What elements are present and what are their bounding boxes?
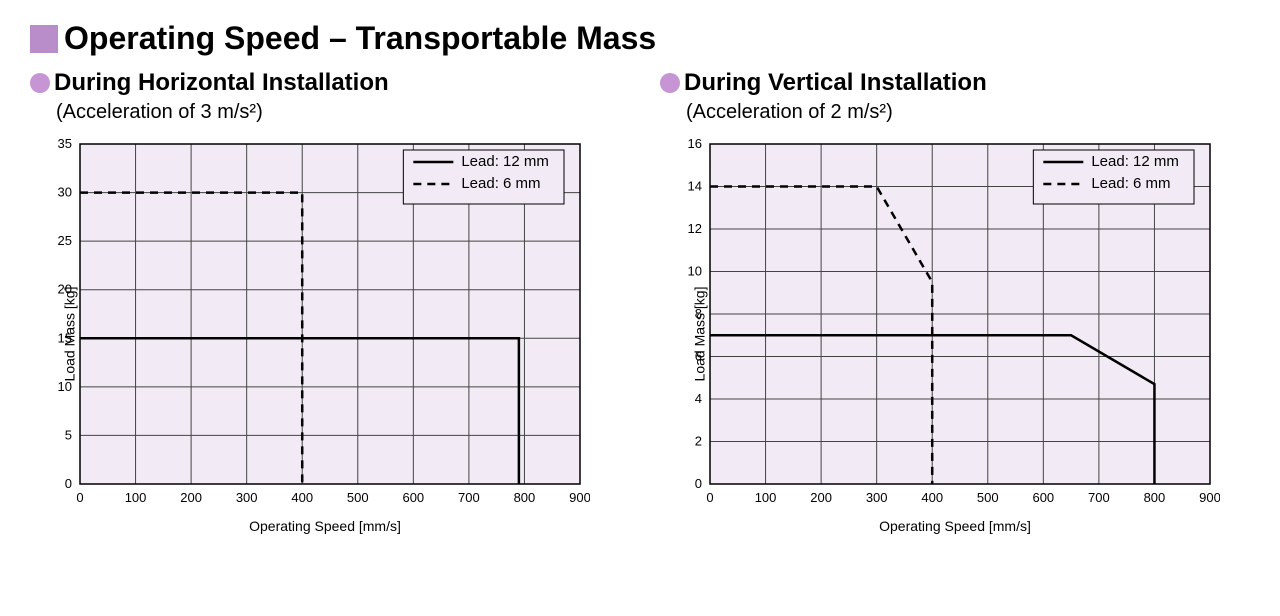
chart1-subtitle: During Horizontal Installation (54, 69, 389, 97)
svg-text:0: 0 (65, 476, 72, 491)
chart-vertical: During Vertical Installation (Accelerati… (660, 69, 1250, 534)
chart2-subnote: (Acceleration of 2 m/s²) (686, 101, 1250, 124)
svg-text:25: 25 (58, 233, 72, 248)
circle-bullet-icon (660, 73, 680, 93)
svg-text:400: 400 (291, 490, 313, 505)
svg-text:400: 400 (921, 490, 943, 505)
square-bullet-icon (30, 25, 58, 53)
svg-text:500: 500 (977, 490, 999, 505)
subtitle-row-2: During Vertical Installation (660, 69, 1250, 97)
circle-bullet-icon (30, 73, 50, 93)
svg-text:Lead: 12 mm: Lead: 12 mm (461, 153, 549, 170)
svg-text:500: 500 (347, 490, 369, 505)
svg-text:600: 600 (402, 490, 424, 505)
chart2-xlabel: Operating Speed [mm/s] (660, 518, 1250, 534)
chart1-svg: 0100200300400500600700800900051015202530… (30, 134, 590, 514)
svg-text:100: 100 (125, 490, 147, 505)
chart1-wrap: Load Mass [kg] 0100200300400500600700800… (30, 134, 620, 534)
main-title: Operating Speed – Transportable Mass (64, 20, 656, 57)
svg-text:30: 30 (58, 185, 72, 200)
svg-text:200: 200 (180, 490, 202, 505)
main-title-row: Operating Speed – Transportable Mass (30, 20, 1250, 57)
svg-text:700: 700 (1088, 490, 1110, 505)
svg-text:0: 0 (706, 490, 713, 505)
svg-text:4: 4 (695, 391, 702, 406)
chart2-wrap: Load Mass [kg] 0100200300400500600700800… (660, 134, 1250, 534)
charts-row: During Horizontal Installation (Accelera… (30, 69, 1250, 534)
svg-text:800: 800 (1144, 490, 1166, 505)
chart1-subnote: (Acceleration of 3 m/s²) (56, 101, 620, 124)
svg-text:12: 12 (688, 221, 702, 236)
svg-text:600: 600 (1032, 490, 1054, 505)
svg-text:Lead: 6 mm: Lead: 6 mm (461, 175, 540, 192)
svg-text:14: 14 (688, 179, 702, 194)
svg-text:0: 0 (695, 476, 702, 491)
subtitle-row-1: During Horizontal Installation (30, 69, 620, 97)
chart2-subtitle: During Vertical Installation (684, 69, 987, 97)
chart2-ylabel: Load Mass [kg] (691, 287, 707, 382)
svg-text:2: 2 (695, 434, 702, 449)
chart1-ylabel: Load Mass [kg] (61, 287, 77, 382)
svg-text:Lead: 12 mm: Lead: 12 mm (1091, 153, 1179, 170)
svg-text:300: 300 (866, 490, 888, 505)
svg-text:16: 16 (688, 136, 702, 151)
chart1-xlabel: Operating Speed [mm/s] (30, 518, 620, 534)
svg-text:700: 700 (458, 490, 480, 505)
svg-text:200: 200 (810, 490, 832, 505)
svg-text:0: 0 (76, 490, 83, 505)
svg-text:5: 5 (65, 427, 72, 442)
svg-text:Lead: 6 mm: Lead: 6 mm (1091, 175, 1170, 192)
svg-text:10: 10 (688, 264, 702, 279)
chart2-svg: 0100200300400500600700800900024681012141… (660, 134, 1220, 514)
svg-text:900: 900 (1199, 490, 1220, 505)
svg-text:900: 900 (569, 490, 590, 505)
svg-text:100: 100 (755, 490, 777, 505)
svg-text:300: 300 (236, 490, 258, 505)
svg-text:800: 800 (514, 490, 536, 505)
svg-text:35: 35 (58, 136, 72, 151)
chart-horizontal: During Horizontal Installation (Accelera… (30, 69, 620, 534)
